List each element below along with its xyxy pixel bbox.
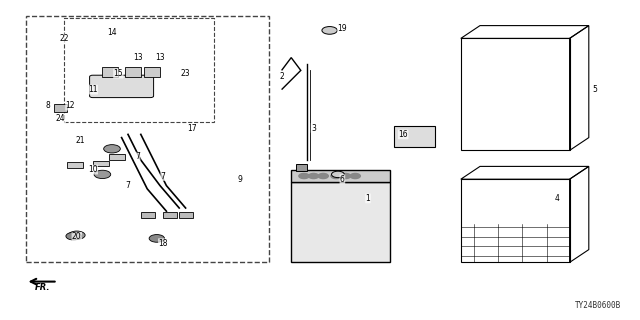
Text: 3: 3: [311, 124, 316, 132]
Bar: [296, 164, 307, 171]
Bar: [93, 161, 109, 166]
Bar: [291, 182, 390, 262]
Text: 11: 11: [88, 85, 97, 94]
Text: 9: 9: [237, 175, 243, 184]
Bar: [141, 212, 155, 218]
Circle shape: [322, 27, 337, 34]
Text: 1: 1: [365, 194, 371, 203]
FancyBboxPatch shape: [90, 75, 154, 98]
Text: 20: 20: [72, 232, 82, 241]
Bar: [102, 67, 118, 77]
Bar: [109, 154, 125, 160]
Bar: [67, 162, 83, 168]
Circle shape: [68, 231, 85, 239]
Bar: [26, 16, 269, 262]
Circle shape: [299, 173, 309, 179]
Bar: [54, 104, 67, 112]
Circle shape: [94, 170, 111, 179]
Text: 7: 7: [161, 172, 166, 180]
Bar: [179, 212, 193, 218]
Text: 7: 7: [135, 152, 140, 161]
Bar: [144, 67, 160, 77]
Text: 17: 17: [187, 124, 197, 132]
Text: 13: 13: [155, 53, 165, 62]
Bar: [163, 212, 177, 218]
Text: 23: 23: [180, 69, 191, 78]
Text: 2: 2: [279, 72, 284, 81]
Text: 13: 13: [132, 53, 143, 62]
Circle shape: [350, 173, 360, 179]
Text: 7: 7: [125, 181, 131, 190]
Text: 21: 21: [76, 136, 84, 145]
Circle shape: [332, 171, 344, 178]
Text: FR.: FR.: [35, 283, 51, 292]
Text: 18: 18: [159, 239, 168, 248]
Circle shape: [340, 173, 351, 179]
Text: TY24B0600B: TY24B0600B: [575, 301, 621, 310]
Bar: [394, 126, 435, 147]
Circle shape: [149, 235, 164, 242]
Text: 6: 6: [340, 175, 345, 184]
Text: 22: 22: [60, 34, 68, 43]
Text: 15: 15: [113, 69, 124, 78]
Circle shape: [308, 173, 319, 179]
Text: 5: 5: [593, 85, 598, 94]
Text: 24: 24: [56, 114, 66, 123]
Text: 16: 16: [398, 130, 408, 139]
Circle shape: [318, 173, 328, 179]
Bar: [125, 67, 141, 77]
Text: 19: 19: [337, 24, 348, 33]
Text: 12: 12: [66, 101, 75, 110]
Bar: [64, 18, 214, 122]
Text: 8: 8: [45, 101, 51, 110]
Circle shape: [331, 173, 341, 179]
Circle shape: [104, 145, 120, 153]
Text: 4: 4: [554, 194, 559, 203]
Text: 14: 14: [107, 28, 117, 36]
Bar: [291, 170, 390, 182]
Circle shape: [66, 232, 81, 240]
Text: 10: 10: [88, 165, 98, 174]
